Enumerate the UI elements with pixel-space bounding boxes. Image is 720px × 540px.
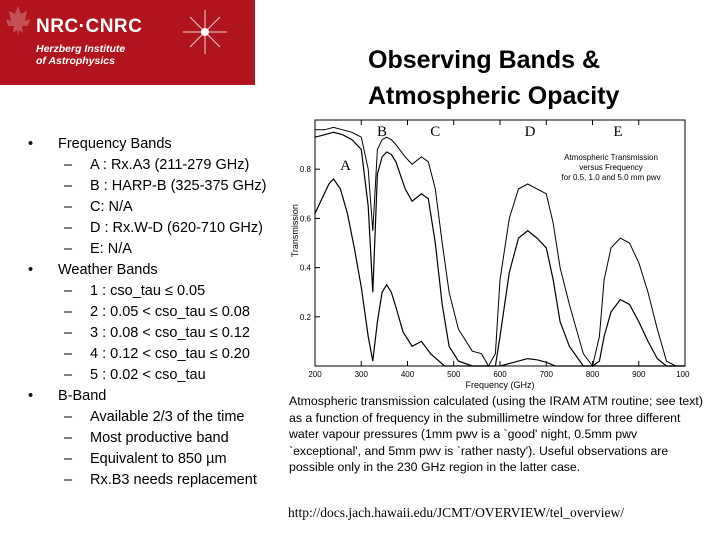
x-tick-label: 700 — [540, 370, 554, 379]
slide-title: Observing Bands & Atmospheric Opacity — [368, 42, 619, 114]
bullet-text: Weather Bands — [58, 262, 158, 278]
band-label: D — [525, 124, 536, 140]
bullet-item: • Frequency Bands — [28, 134, 266, 155]
bullet-text: D : Rx.W-D (620-710 GHz) — [90, 220, 263, 236]
dash-marker: – — [64, 451, 73, 467]
logo-institute: Herzberg Institute of Astrophysics — [36, 43, 125, 67]
bullet-text: 3 : 0.08 < cso_tau ≤ 0.12 — [90, 325, 250, 341]
bullet-text: Most productive band — [90, 430, 229, 446]
bullet-item: • B-Band — [28, 386, 266, 407]
maple-leaf-icon — [6, 6, 227, 54]
x-tick-label: 500 — [447, 370, 461, 379]
sub-bullet-item: – B : HARP-B (325-375 GHz) — [28, 176, 266, 197]
sub-bullet-item: – 1 : cso_tau ≤ 0.05 — [28, 281, 266, 302]
bullet-text: Frequency Bands — [58, 136, 172, 152]
dash-marker: – — [64, 199, 73, 215]
logo-line-2: of Astrophysics — [36, 55, 115, 67]
dash-marker: – — [64, 346, 73, 362]
x-tick-label: 800 — [586, 370, 600, 379]
nrc-logo-banner: NRC·CNRC Herzberg Institute of Astrophys… — [0, 0, 255, 85]
dash-marker: – — [64, 367, 73, 383]
bullet-marker: • — [28, 136, 34, 152]
x-tick-label: 200 — [308, 370, 322, 379]
bullet-item: • Weather Bands — [28, 260, 266, 281]
dash-marker: – — [64, 157, 73, 173]
x-tick-label: 600 — [493, 370, 507, 379]
chart-title: Atmospheric Transmission versus Frequency… — [561, 153, 660, 182]
y-tick-label: 0.6 — [300, 214, 312, 223]
bullet-marker: • — [28, 262, 34, 278]
bullet-text: Equivalent to 850 µm — [90, 451, 227, 467]
band-label: C — [430, 124, 440, 140]
x-axis-label: Frequency (GHz) — [465, 380, 534, 390]
sub-bullet-item: – C: N/A — [28, 197, 266, 218]
band-label: A — [340, 158, 351, 174]
sub-bullet-item: – D : Rx.W-D (620-710 GHz) — [28, 218, 266, 239]
dash-marker: – — [64, 409, 73, 425]
sub-bullet-item: – Rx.B3 needs replacement — [28, 470, 266, 491]
dash-marker: – — [64, 430, 73, 446]
y-axis-label: Transmission — [290, 204, 300, 257]
bullet-text: A : Rx.A3 (211-279 GHz) — [90, 157, 250, 173]
dash-marker: – — [64, 283, 73, 299]
series-line — [314, 178, 685, 367]
y-tick-label: 0.4 — [300, 264, 312, 273]
sub-bullet-item: – Equivalent to 850 µm — [28, 449, 266, 470]
sub-bullet-item: – E: N/A — [28, 239, 266, 260]
bullet-text: B : HARP-B (325-375 GHz) — [90, 178, 267, 194]
sub-bullet-item: – 3 : 0.08 < cso_tau ≤ 0.12 — [28, 323, 266, 344]
title-line-1: Observing Bands & — [368, 46, 600, 74]
dash-marker: – — [64, 304, 73, 320]
dash-marker: – — [64, 472, 73, 488]
title-line-2: Atmospheric Opacity — [368, 82, 620, 110]
logo-wordmark: NRC·CNRC — [36, 16, 143, 37]
bullet-text: 4 : 0.12 < cso_tau ≤ 0.20 — [90, 346, 250, 362]
bullet-text: E: N/A — [90, 241, 132, 257]
bullet-list: • Frequency Bands – A : Rx.A3 (211-279 GHz)… — [28, 134, 266, 491]
dash-marker: – — [64, 220, 73, 236]
sub-bullet-item: – Most productive band — [28, 428, 266, 449]
sub-bullet-item: – Available 2/3 of the time — [28, 407, 266, 428]
sub-bullet-item: – 2 : 0.05 < cso_tau ≤ 0.08 — [28, 302, 266, 323]
bullet-text: 1 : cso_tau ≤ 0.05 — [90, 283, 206, 299]
bullet-text: C: N/A — [90, 199, 133, 215]
x-tick-label: 400 — [401, 370, 415, 379]
band-label: B — [377, 124, 387, 140]
bullet-text: 2 : 0.05 < cso_tau ≤ 0.08 — [90, 304, 250, 320]
source-url[interactable]: http://docs.jach.hawaii.edu/JCMT/OVERVIE… — [288, 505, 624, 520]
dash-marker: – — [64, 325, 73, 341]
dash-marker: – — [64, 241, 73, 257]
x-tick-label: 300 — [355, 370, 369, 379]
y-tick-label: 0.8 — [300, 165, 312, 174]
x-tick-label: 900 — [632, 370, 646, 379]
y-tick-label: 0.2 — [300, 313, 312, 322]
sub-bullet-item: – A : Rx.A3 (211-279 GHz) — [28, 155, 266, 176]
sub-bullet-item: – 5 : 0.02 < cso_tau — [28, 365, 266, 386]
bullet-text: 5 : 0.02 < cso_tau — [90, 367, 206, 383]
figure-caption: Atmospheric transmission calculated (usi… — [289, 394, 703, 474]
bullet-text: Available 2/3 of the time — [90, 409, 245, 425]
sub-bullet-item: – 4 : 0.12 < cso_tau ≤ 0.20 — [28, 344, 266, 365]
bullet-text: B-Band — [58, 388, 107, 404]
logo-line-1: Herzberg Institute — [36, 43, 126, 55]
band-label: E — [613, 124, 622, 140]
bullet-text: Rx.B3 needs replacement — [90, 472, 257, 488]
dash-marker: – — [64, 178, 73, 194]
bullet-marker: • — [28, 388, 34, 404]
